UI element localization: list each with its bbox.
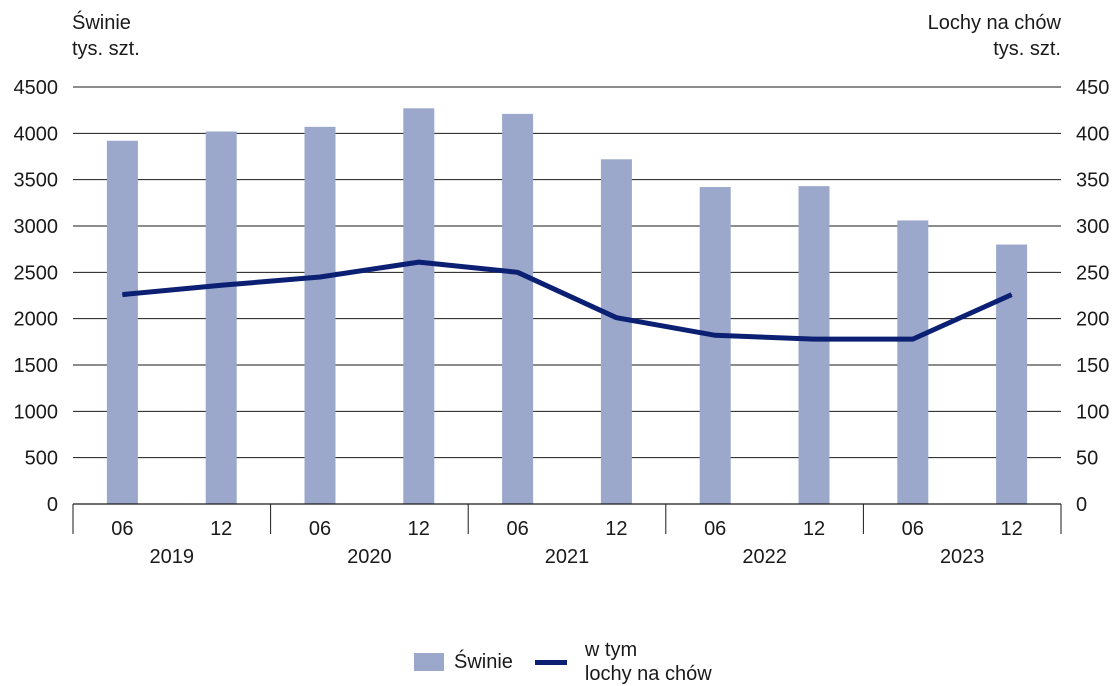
y-right-tick-label: 100: [1076, 401, 1109, 423]
line-point: [714, 334, 716, 336]
bar-series: [106, 108, 1028, 505]
legend-line-swatch: [534, 659, 567, 665]
y-left-tick-label: 3000: [14, 216, 59, 238]
x-tick-label: 12: [1000, 518, 1022, 540]
x-year-label: 2021: [545, 546, 590, 568]
left-axis-title-line-2: tys. szt.: [72, 38, 140, 60]
right-axis-title-line-1: Lochy na chów: [927, 12, 1061, 34]
bar: [699, 187, 731, 504]
line-point: [418, 261, 420, 263]
legend-line-label-line-1: w tym: [584, 639, 638, 661]
legend-line-label-line-2: lochy na chów: [584, 663, 712, 685]
bar: [304, 126, 336, 504]
line-point: [813, 338, 815, 340]
legend-bar-label: Świnie: [454, 650, 513, 673]
bar: [600, 159, 632, 504]
x-tick-label: 12: [210, 518, 232, 540]
x-tick-label: 12: [803, 518, 825, 540]
y-left-tick-label: 1000: [14, 401, 59, 423]
x-year-label: 2023: [940, 546, 985, 568]
y-right-tick-label: 400: [1076, 123, 1109, 145]
left-axis-title-line-1: Świnie: [72, 12, 131, 34]
axis-labels: 0 500 1000 1500 2000 2500 3000 3500 4000 4500 0 50 1…: [14, 77, 1110, 568]
line-point: [1011, 294, 1013, 296]
line-series: [121, 259, 1013, 342]
x-tick-label: 06: [902, 518, 924, 540]
line-point: [121, 294, 123, 296]
x-year-label: 2019: [150, 546, 195, 568]
right-axis-title: Lochy na chów tys. szt.: [928, 10, 1061, 62]
y-right-tick-label: 350: [1076, 170, 1109, 192]
y-right-tick-label: 450: [1076, 77, 1109, 99]
x-tick-label: 12: [605, 518, 627, 540]
y-right-tick-label: 300: [1076, 216, 1109, 238]
bar: [403, 108, 435, 505]
y-right-tick-label: 250: [1076, 262, 1109, 284]
y-right-tick-label: 200: [1076, 309, 1109, 331]
y-left-tick-label: 2000: [14, 309, 59, 331]
gridlines: [73, 86, 1061, 459]
y-right-tick-label: 0: [1076, 494, 1087, 516]
legend-bar-swatch: [414, 653, 444, 671]
bar: [205, 131, 237, 505]
x-year-label: 2020: [347, 546, 392, 568]
line-point: [220, 284, 222, 286]
axes: [72, 503, 1062, 534]
y-right-tick-label: 50: [1076, 448, 1098, 470]
right-axis-title-line-2: tys. szt.: [993, 38, 1061, 60]
legend-line-label: w tym lochy na chów: [585, 638, 712, 686]
bar: [502, 113, 534, 504]
bar: [798, 186, 830, 505]
y-left-tick-label: 0: [47, 494, 58, 516]
line-series-path: [122, 259, 1013, 342]
line-point: [615, 317, 617, 319]
x-year-label: 2022: [742, 546, 787, 568]
y-left-tick-label: 1500: [14, 355, 59, 377]
x-tick-label: 12: [408, 518, 430, 540]
x-tick-label: 06: [111, 518, 133, 540]
y-right-tick-label: 150: [1076, 355, 1109, 377]
line-point: [517, 271, 519, 273]
x-tick-label: 06: [704, 518, 726, 540]
bar: [897, 220, 929, 504]
bar: [106, 140, 138, 504]
y-left-tick-label: 3500: [14, 170, 59, 192]
bar: [996, 244, 1028, 505]
left-axis-title: Świnie tys. szt.: [72, 10, 140, 62]
x-tick-label: 06: [506, 518, 528, 540]
line-point: [319, 276, 321, 278]
x-tick-label: 06: [309, 518, 331, 540]
y-left-tick-label: 4000: [14, 123, 59, 145]
legend: Świnie w tym lochy na chów: [414, 638, 712, 686]
y-left-tick-label: 500: [25, 448, 58, 470]
y-left-tick-label: 2500: [14, 262, 59, 284]
y-left-tick-label: 4500: [14, 77, 59, 99]
line-point: [912, 338, 914, 340]
